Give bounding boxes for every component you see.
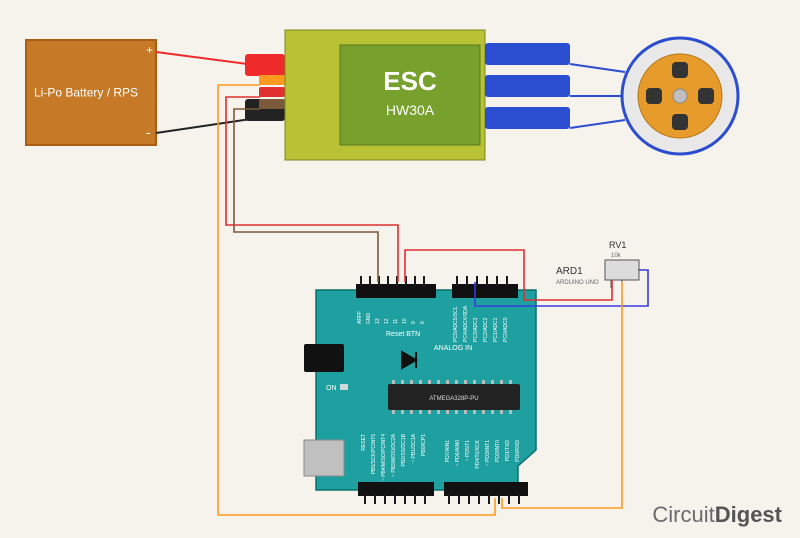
motor-pad-2 xyxy=(646,88,662,104)
esc-motor-wire-2 xyxy=(485,107,570,129)
esc-signal-stub-0 xyxy=(259,75,285,85)
pin-tr-2: PC3/ADC3 xyxy=(473,317,479,342)
pin-tr-5: PC0/ADC0 xyxy=(503,317,509,342)
arduino-led xyxy=(340,384,348,390)
pin-tl-7: 8 xyxy=(420,321,426,324)
motor-lead-2 xyxy=(570,120,625,128)
header-top-left xyxy=(356,284,436,298)
header-bottom-left xyxy=(358,482,434,496)
battery-minus: - xyxy=(146,124,151,140)
footer-brand: Circuit xyxy=(652,502,714,527)
pin-tl-0: ARFF xyxy=(357,311,363,324)
arduino-reset-label: Reset BTN xyxy=(386,331,420,338)
pin-bl-1: PB5/SCK/PCINT5 xyxy=(371,434,377,475)
arduino-usb xyxy=(304,440,344,476)
battery-plus: + xyxy=(146,43,153,57)
pin-tl-3: 12 xyxy=(384,318,390,324)
pin-br-2: ~ PD5/T1 xyxy=(465,440,471,461)
pin-br-1: ~ PD6/AIN0 xyxy=(455,440,461,467)
pin-bl-6: PB0/ICP1 xyxy=(421,434,427,456)
arduino-analog-label: ANALOG IN xyxy=(434,345,472,352)
esc-title: ESC xyxy=(383,66,437,96)
pin-br-0: PD7/AIN1 xyxy=(445,440,451,462)
pin-tr-1: PC4/ADC4/SDA xyxy=(463,305,469,342)
header-top-right xyxy=(452,284,518,298)
pin-bl-5: ~ PB1/OC1A xyxy=(411,433,417,462)
motor-lead-0 xyxy=(570,64,625,72)
esc-motor-wire-1 xyxy=(485,75,570,97)
pot-sub: 10k xyxy=(611,253,622,259)
pin-br-7: PD0/RXD xyxy=(515,440,521,462)
pin-tl-2: 13 xyxy=(375,318,381,324)
pin-tr-4: PC1/ADC1 xyxy=(493,317,499,342)
potentiometer xyxy=(605,260,639,280)
pin-tl-5: 10 xyxy=(402,318,408,324)
pin-br-3: PD4/T0/XCK xyxy=(475,439,481,468)
arduino-on-label: ON xyxy=(326,385,337,392)
battery-label: Li-Po Battery / RPS xyxy=(34,86,138,100)
motor-pad-3 xyxy=(698,88,714,104)
pin-br-6: PD1/TXD xyxy=(505,440,511,462)
pin-bl-2: ~ PB4/MISO/PCINT4 xyxy=(381,434,387,481)
esc-signal-stub-1 xyxy=(259,87,285,97)
pin-tr-3: PC2/ADC2 xyxy=(483,317,489,342)
esc-motor-wire-0 xyxy=(485,43,570,65)
footer-logo: CircuitDigest xyxy=(652,502,782,528)
arduino-ic-label: ATMEGA328P-PU xyxy=(429,396,478,402)
pot-label: RV1 xyxy=(609,240,626,250)
pin-bl-3: ~ PB3/MOSI/OC2A xyxy=(391,433,397,477)
pin-tl-4: 11 xyxy=(393,319,399,324)
arduino: ARFFGND1312111098 PC5/ADC5/SCL PC4/ADC4/SD… xyxy=(304,276,536,504)
pin-bl-4: PB2/SS/OC1B xyxy=(401,433,407,466)
esc-power-wire-0 xyxy=(245,54,285,76)
footer-brand-bold: Digest xyxy=(715,502,782,527)
pin-tr-0: PC5/ADC5/SCL xyxy=(453,306,459,342)
pin-tl-6: 9 xyxy=(411,321,417,324)
esc-subtitle: HW30A xyxy=(386,102,435,118)
motor-pad-0 xyxy=(672,62,688,78)
pin-bl-0: RESET xyxy=(361,434,367,451)
esc-signal-stub-2 xyxy=(259,99,285,109)
motor-hub xyxy=(673,89,687,103)
arduino-ref-label: ARD1 xyxy=(556,266,583,277)
motor-pad-1 xyxy=(672,114,688,130)
pin-tl-1: GND xyxy=(366,313,372,325)
header-bottom-right xyxy=(444,482,528,496)
pin-br-4: ~ PD3/INT1 xyxy=(485,440,491,466)
arduino-barrel-jack xyxy=(304,344,344,372)
pin-br-5: PD2/INT0 xyxy=(495,440,501,462)
arduino-ref-sub: ARDUINO UNO xyxy=(556,280,599,286)
